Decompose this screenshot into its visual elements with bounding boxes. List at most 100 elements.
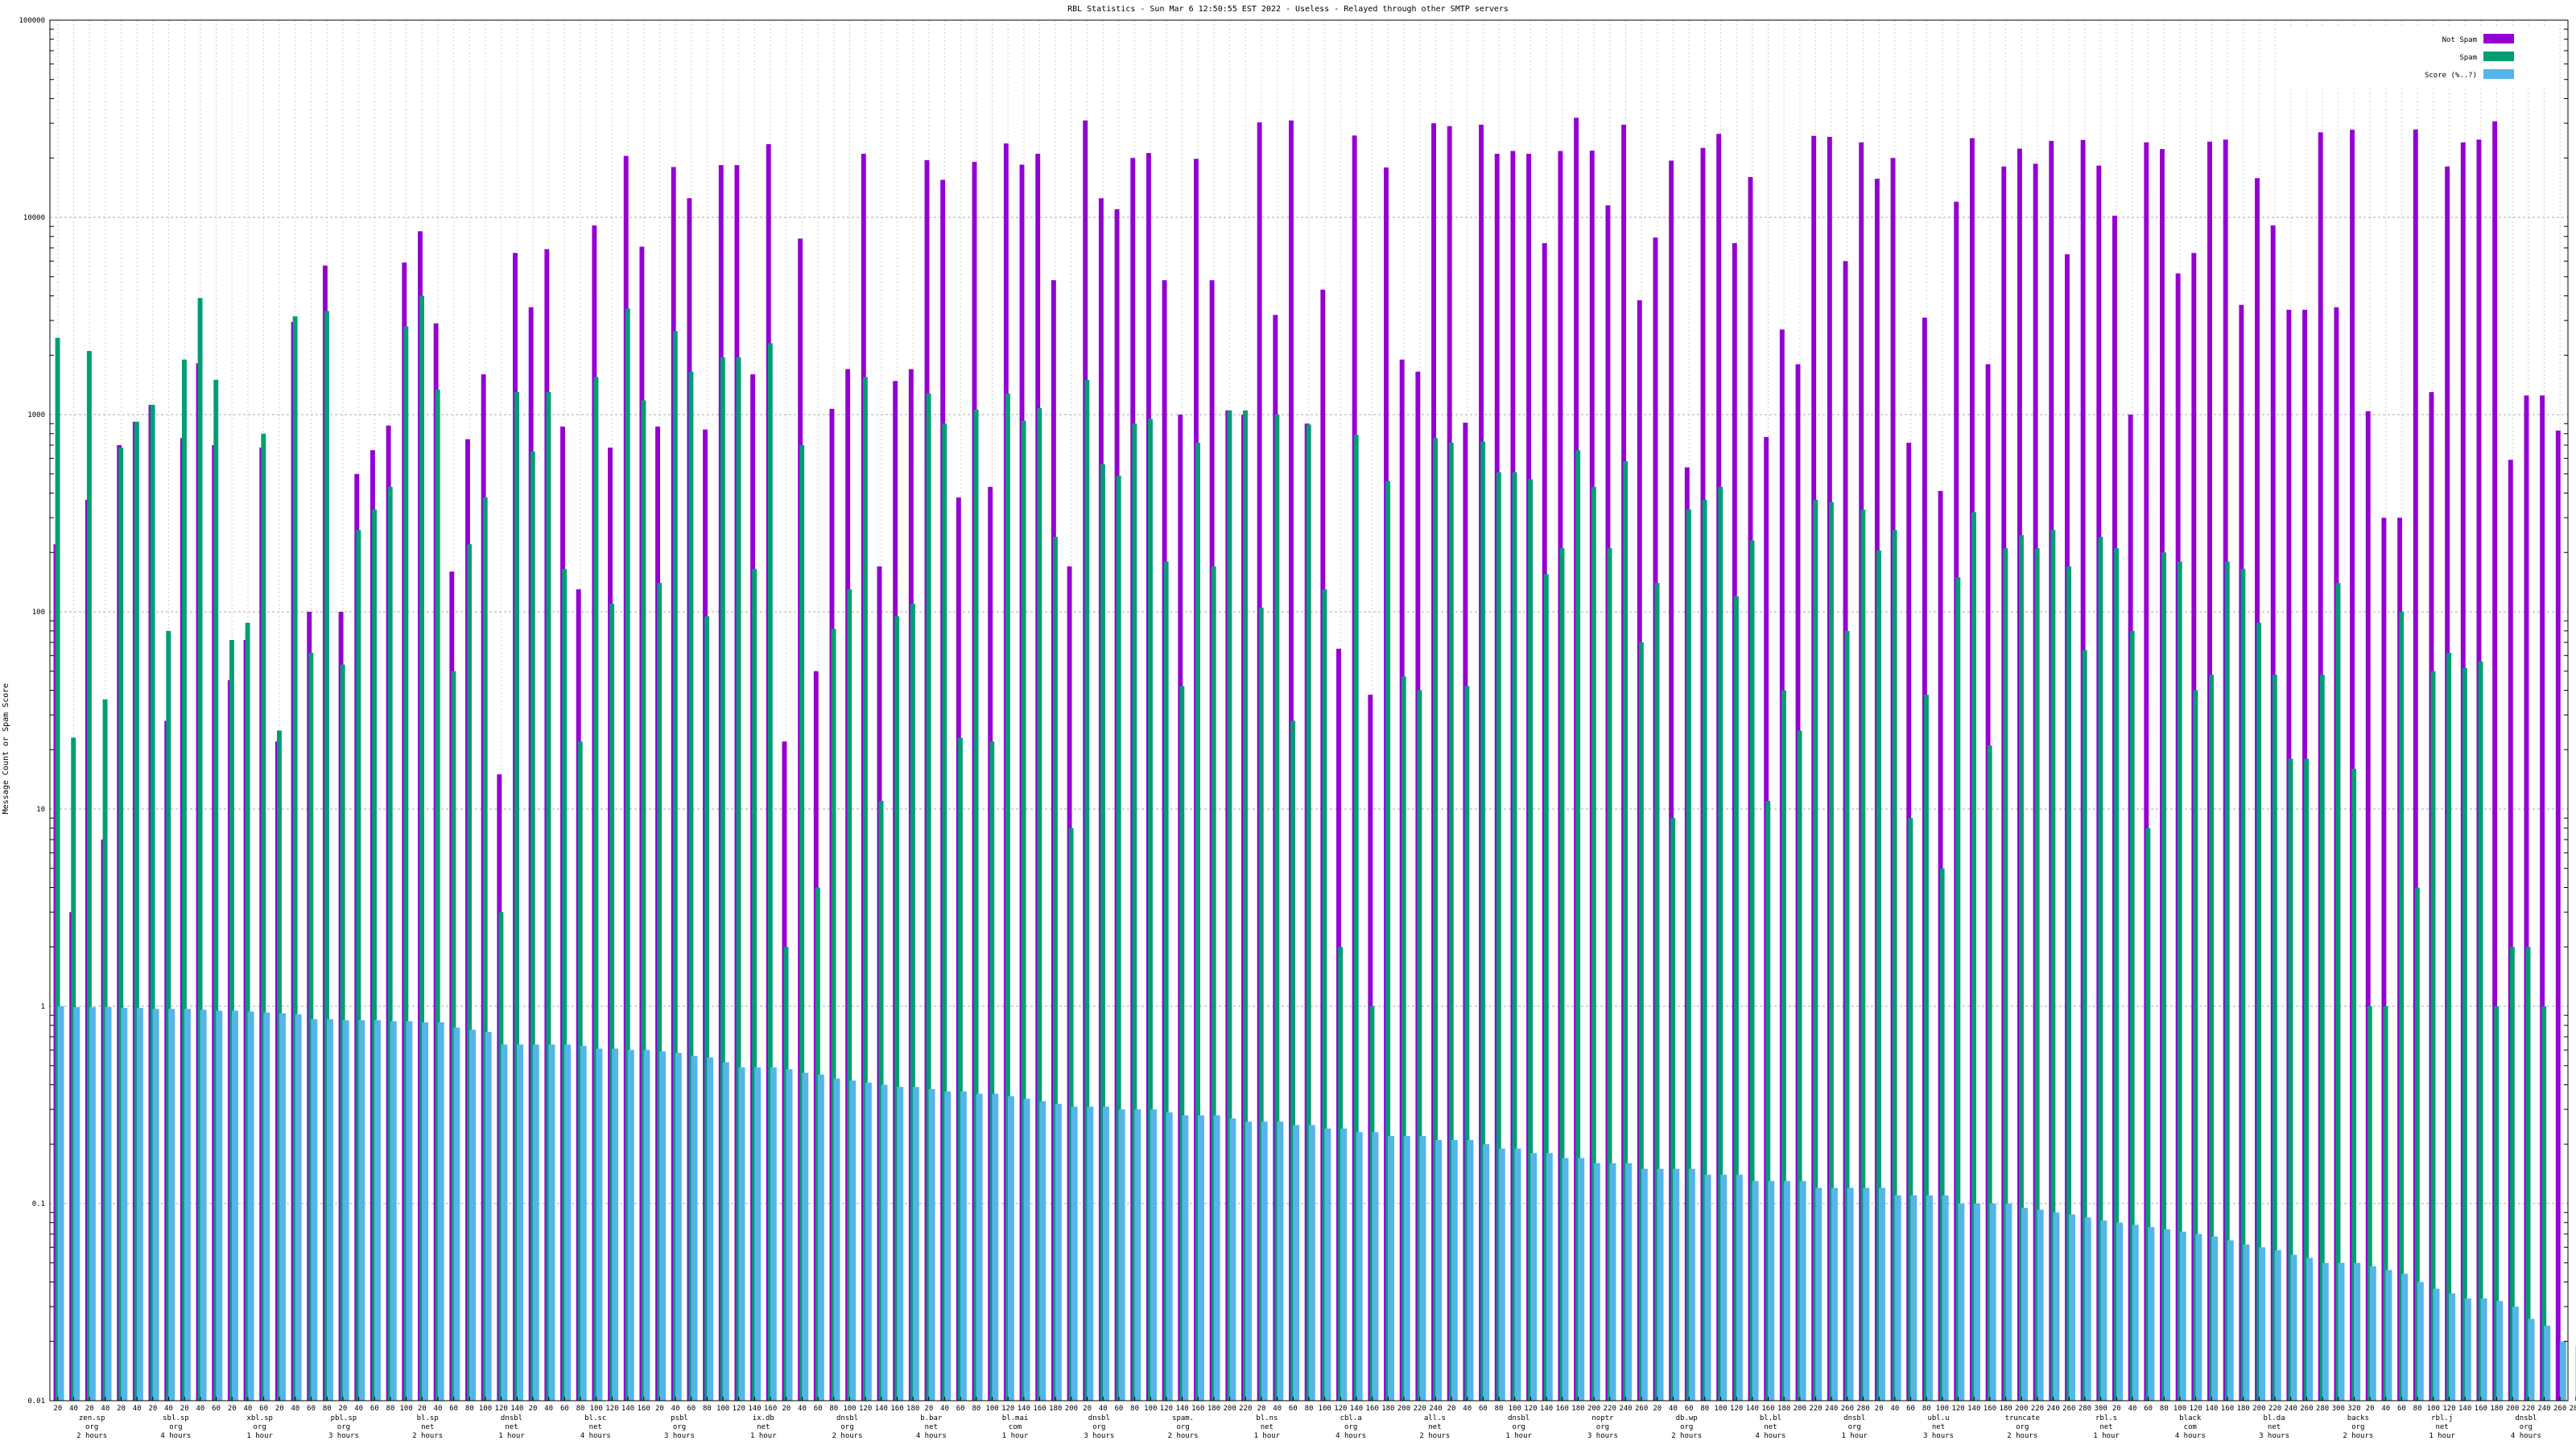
- bar-score: [184, 1009, 191, 1401]
- bar-score: [548, 1044, 555, 1401]
- bar-score: [2037, 1209, 2044, 1401]
- category-label: xbl.sp: [246, 1414, 273, 1422]
- bar-score: [675, 1052, 682, 1401]
- bar-score: [2369, 1266, 2376, 1401]
- bar-score: [1736, 1174, 1743, 1401]
- bar-score: [1388, 1136, 1395, 1401]
- bar-score: [1942, 1195, 1949, 1401]
- bar-score: [1245, 1121, 1252, 1401]
- bar-spam: [1306, 424, 1311, 1402]
- x-tick-label: 60: [1115, 1405, 1124, 1413]
- x-tick-label: 220: [1239, 1405, 1252, 1413]
- bar-spam: [1686, 509, 1691, 1401]
- category-label: org: [1092, 1423, 1105, 1431]
- x-tick-label: 80: [829, 1405, 838, 1413]
- bar-score: [1847, 1187, 1854, 1401]
- x-tick-label: 200: [1065, 1405, 1078, 1413]
- category-label: 1 hour: [2093, 1432, 2120, 1440]
- bar-score: [1277, 1121, 1284, 1401]
- bar-score: [817, 1074, 824, 1401]
- bar-spam: [2383, 1006, 2388, 1401]
- bar-score: [1688, 1168, 1695, 1401]
- x-tick-label: 180: [1999, 1405, 2012, 1413]
- bar-spam: [1132, 423, 1137, 1401]
- bar-score: [2290, 1254, 2297, 1401]
- x-tick-label: 20: [180, 1405, 189, 1413]
- category-label: 1 hour: [246, 1432, 273, 1440]
- bar-score: [1799, 1181, 1806, 1401]
- bar-score: [2385, 1269, 2392, 1401]
- category-label: org: [1344, 1423, 1357, 1431]
- bar-score: [722, 1062, 729, 1401]
- bar-spam: [1718, 486, 1724, 1401]
- x-tick-label: 160: [638, 1405, 650, 1413]
- bar-spam: [1702, 499, 1707, 1402]
- category-label: net: [1261, 1423, 1274, 1431]
- bar-score: [1514, 1148, 1521, 1401]
- bar-score: [2496, 1301, 2504, 1401]
- bar-spam: [2367, 1006, 2372, 1401]
- bar-not-spam: [2492, 121, 2498, 1401]
- x-tick-label: 60: [259, 1405, 268, 1413]
- legend: Not Spam Spam Score (%..?): [2290, 27, 2549, 89]
- bar-score: [833, 1078, 840, 1401]
- category-label: org: [1596, 1423, 1609, 1431]
- x-tick-label: 40: [101, 1405, 109, 1413]
- bar-spam: [609, 603, 615, 1401]
- bar-score: [2433, 1288, 2440, 1401]
- bar-spam: [641, 400, 646, 1401]
- x-tick-label: 80: [386, 1405, 395, 1413]
- bar-score: [326, 1019, 333, 1401]
- bar-not-spam: [2555, 430, 2561, 1401]
- category-label: net: [421, 1423, 434, 1431]
- category-label: 4 hours: [2175, 1432, 2206, 1440]
- category-label: 1 hour: [1254, 1432, 1281, 1440]
- category-label: zen.sp: [79, 1414, 105, 1422]
- bar-spam: [86, 351, 92, 1401]
- x-tick-label: 100: [400, 1405, 413, 1413]
- bar-score: [976, 1093, 983, 1401]
- category-label: rbl.j: [2431, 1414, 2453, 1422]
- bar-not-spam: [2365, 411, 2371, 1401]
- bar-spam: [181, 359, 187, 1402]
- category-label: dnsbl: [1508, 1414, 1530, 1422]
- bar-score: [1293, 1125, 1299, 1401]
- x-tick-label: 140: [510, 1405, 523, 1413]
- x-tick-label: 80: [323, 1405, 332, 1413]
- category-label: net: [757, 1423, 770, 1431]
- bars: [53, 118, 2576, 1402]
- x-tick-label: 260: [2062, 1405, 2075, 1413]
- bar-score: [1894, 1195, 1901, 1401]
- bar-score: [2164, 1229, 2171, 1401]
- x-tick-label: 220: [1604, 1405, 1616, 1413]
- bar-score: [1530, 1153, 1538, 1401]
- bar-score: [865, 1082, 872, 1401]
- category-label: org: [840, 1423, 853, 1431]
- x-tick-label: 60: [212, 1405, 221, 1413]
- x-tick-label: 20: [782, 1405, 791, 1413]
- bar-score: [1752, 1181, 1759, 1401]
- category-label: 4 hours: [160, 1432, 191, 1440]
- bar-score: [2449, 1293, 2456, 1401]
- bar-score: [1308, 1125, 1315, 1401]
- bar-score: [422, 1022, 428, 1401]
- bar-not-spam: [2524, 395, 2529, 1401]
- bar-score: [485, 1032, 492, 1401]
- category-label: 2 hours: [1671, 1432, 1702, 1440]
- x-tick-label: 140: [1350, 1405, 1363, 1413]
- x-tick-label: 80: [703, 1405, 712, 1413]
- category-label: 3 hours: [1587, 1432, 1618, 1440]
- category-label: db.wp: [1676, 1414, 1698, 1422]
- legend-label: Score (%..?): [2425, 72, 2477, 80]
- x-tick-label: 120: [859, 1405, 872, 1413]
- bar-spam: [1923, 694, 1929, 1401]
- bar-spam: [514, 392, 520, 1402]
- bar-spam: [593, 377, 599, 1401]
- x-tick-label: 140: [1967, 1405, 1980, 1413]
- bar-score: [1831, 1187, 1838, 1401]
- x-tick-label: 60: [307, 1405, 316, 1413]
- x-tick-label: 280: [2570, 1405, 2576, 1413]
- x-tick-label: 80: [1495, 1405, 1504, 1413]
- bar-score: [1071, 1106, 1078, 1401]
- category-label: 4 hours: [580, 1432, 611, 1440]
